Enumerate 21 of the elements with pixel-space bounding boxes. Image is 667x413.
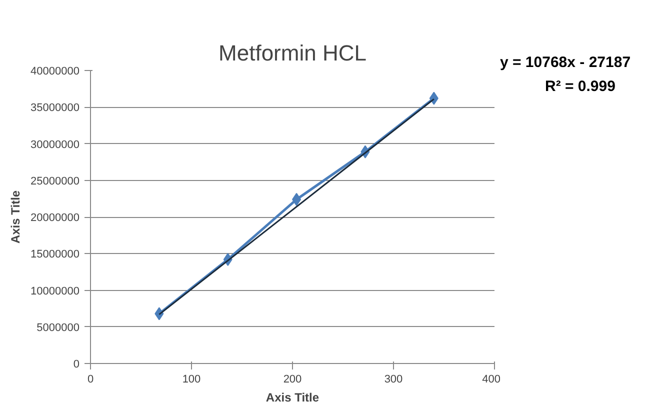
x-tick-label: 100 bbox=[182, 374, 201, 386]
y-tick-label: 15000000 bbox=[30, 248, 80, 261]
x-axis-title: Axis Title bbox=[266, 390, 320, 404]
point bbox=[292, 192, 302, 206]
y-tick-label: 20000000 bbox=[30, 212, 80, 224]
x-tick-label: 200 bbox=[283, 374, 302, 386]
text: R² = 0.999 bbox=[545, 77, 616, 97]
y-tick-label: 40000000 bbox=[30, 66, 80, 78]
y-tick-label: 35000000 bbox=[30, 102, 80, 114]
x-tick-label: 400 bbox=[482, 374, 501, 386]
chart-title: Metformin HCL bbox=[218, 40, 366, 66]
x-tick-label: 0 bbox=[87, 374, 94, 386]
y-tick-label: 10000000 bbox=[30, 285, 80, 298]
x-tick-label: 300 bbox=[384, 374, 403, 386]
y-tick-label: 30000000 bbox=[30, 138, 80, 151]
text: y = 10768x - 27187 bbox=[500, 53, 631, 73]
y-tick-label: 0 bbox=[73, 358, 80, 370]
y-tick-label: 5000000 bbox=[36, 322, 80, 334]
y-axis-title: Axis Title bbox=[8, 190, 23, 244]
point bbox=[429, 92, 438, 105]
y-tick-label: 25000000 bbox=[30, 175, 80, 188]
